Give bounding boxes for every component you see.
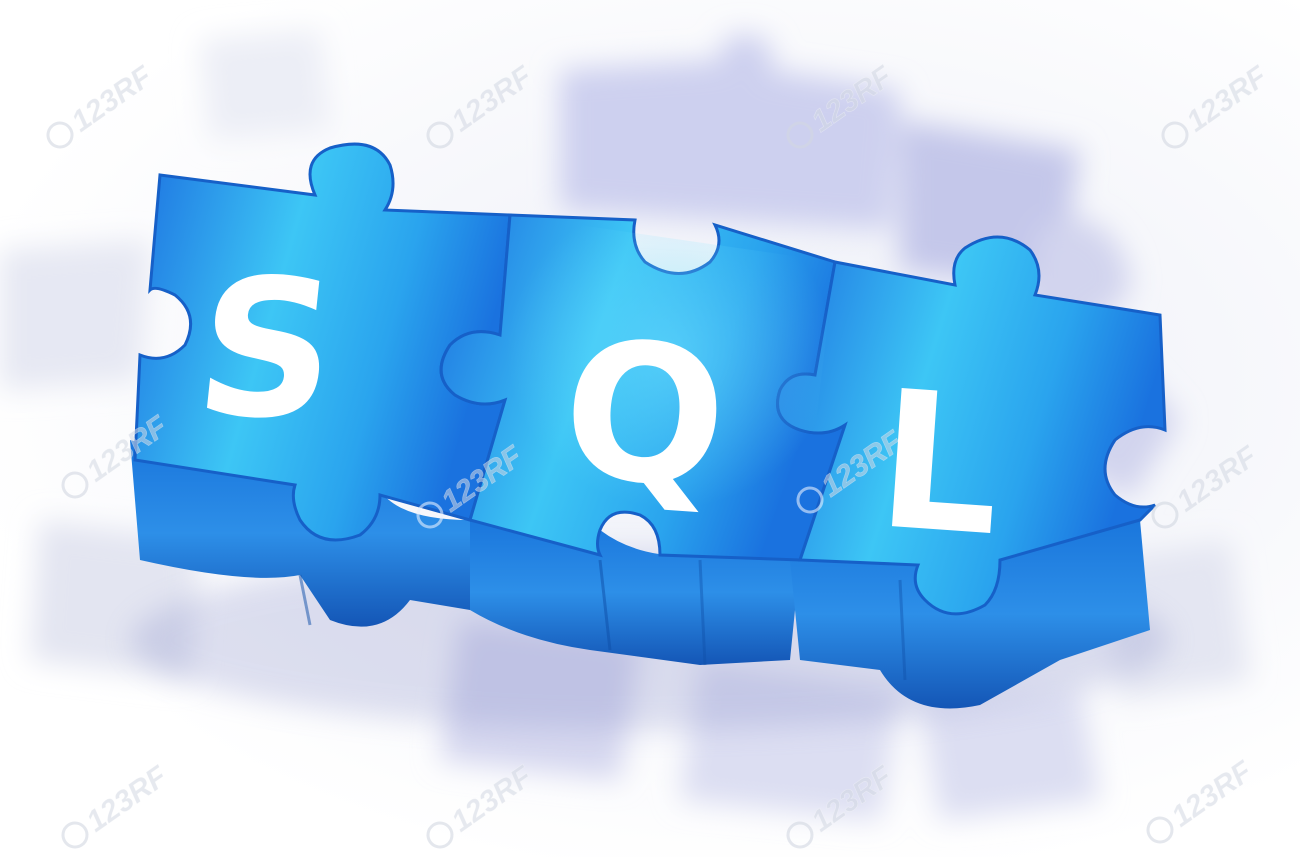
watermark-logo: 123RF [1171,440,1264,519]
watermark-logo: 123RF [1181,60,1274,139]
watermark-logo: 123RF [1166,755,1259,834]
puzzle-letters: S Q L [187,238,1008,578]
piece-tops [133,142,1167,616]
letter-s: S [187,238,347,459]
letter-l: L [871,349,1007,578]
watermark-logo: 123RF [66,60,159,139]
watermark-logo: 123RF [81,760,174,839]
letter-q: Q [556,299,733,531]
watermark-logo: 123RF [446,60,539,139]
watermark-logo: 123RF [446,760,539,839]
piece-sides [130,440,1150,709]
